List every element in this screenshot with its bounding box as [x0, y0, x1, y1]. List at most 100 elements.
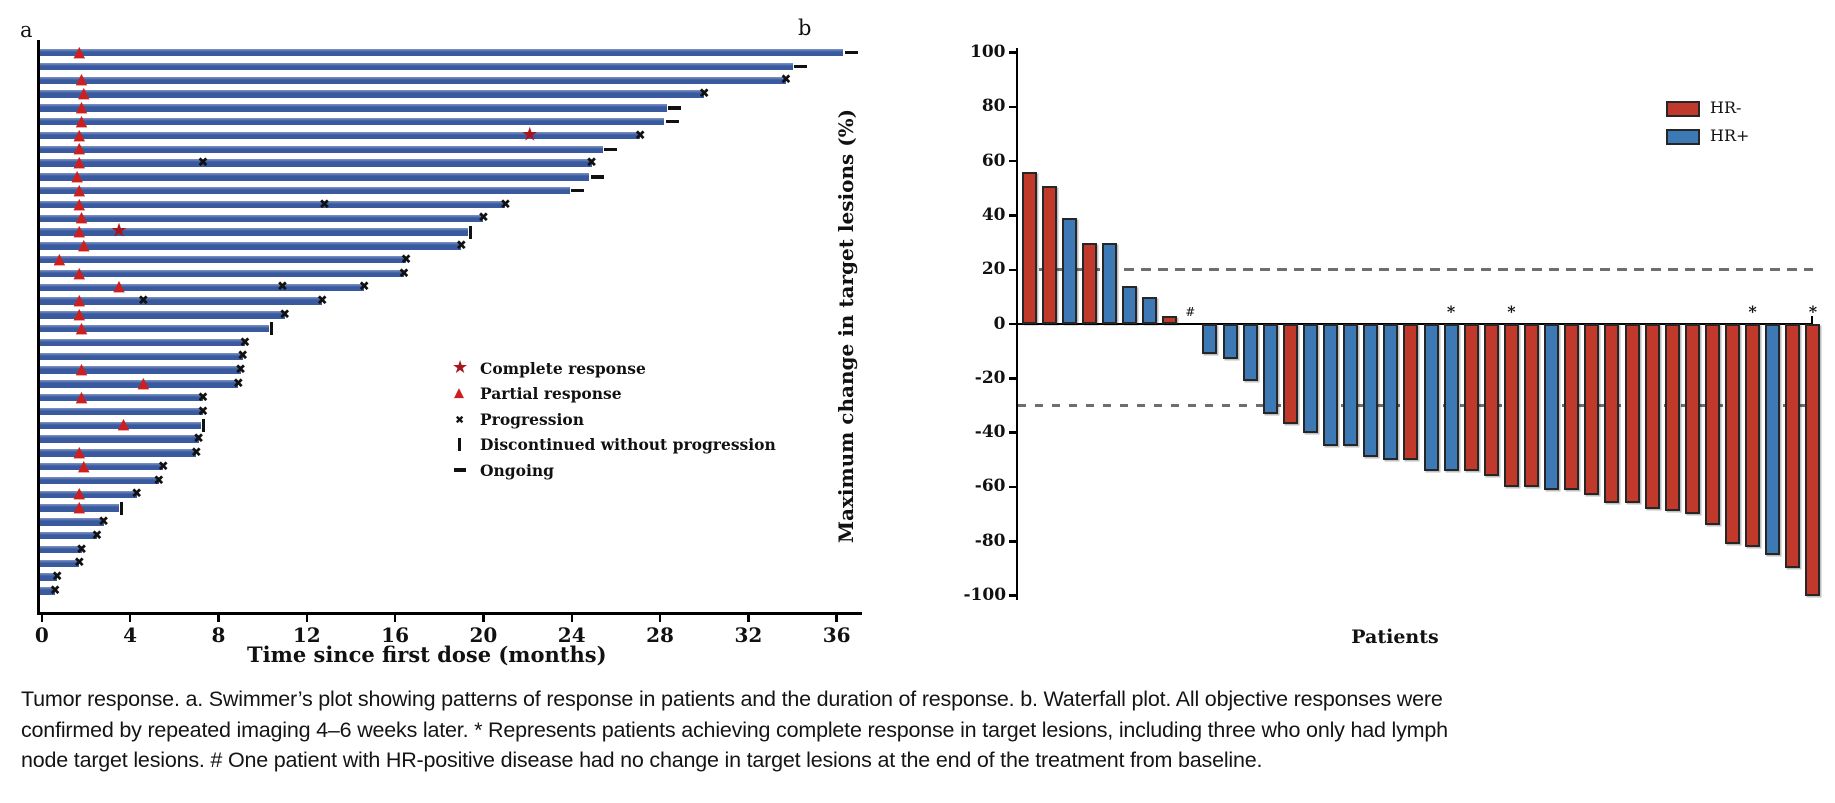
swimmer-bar [40, 435, 199, 443]
progression-x-icon: ✖ [197, 390, 209, 406]
waterfall-legend-item: HR+ [1666, 126, 1786, 147]
waterfall-baseline [1015, 322, 1813, 326]
swimmer-x-tick [128, 614, 132, 622]
partial-response-triangle-icon: ▲ [73, 304, 86, 323]
waterfall-y-tick [1008, 431, 1016, 434]
swimmer-bar [40, 352, 243, 361]
swimmer-bar [40, 104, 667, 112]
progression-x-icon: ✖ [190, 445, 202, 461]
progression-x-icon: ✖ [358, 279, 370, 295]
discontinued-bar-icon [468, 225, 473, 239]
ongoing-dash-icon [590, 175, 604, 179]
waterfall-bar [1041, 185, 1057, 324]
waterfall-bar [1664, 324, 1680, 512]
partial-response-triangle-icon: ▲ [71, 166, 83, 185]
swimmer-bar [40, 214, 484, 223]
legend-swatch-hr-negative [1666, 101, 1700, 117]
no-change-hash: # [1185, 305, 1196, 319]
panel-a-label: a [20, 18, 33, 42]
swimmer-x-axis-title: Time since first dose (months) [247, 642, 607, 667]
partial-response-triangle-icon: ▲ [113, 276, 125, 295]
panel-b-label: b [798, 16, 812, 40]
swimmer-bar [40, 48, 844, 57]
progression-x-icon: ✖ [51, 569, 63, 585]
complete-response-star-icon: ★ [521, 123, 539, 146]
complete-response-asterisk: * [1808, 302, 1818, 321]
swimmer-bar [40, 449, 197, 457]
waterfall-bar [1061, 218, 1077, 324]
ongoing-dash-icon [571, 188, 584, 193]
waterfall-bar [1202, 324, 1218, 354]
swimmer-legend-item: ▲ Partial response [452, 383, 752, 405]
swimmer-x-tick [217, 614, 220, 622]
partial-response-triangle-icon: ▲ [75, 97, 88, 116]
partial-response-triangle-icon: ▲ [53, 249, 66, 268]
waterfall-bar [1503, 324, 1519, 487]
progression-x-icon: ✖ [698, 86, 710, 102]
waterfall-y-tick [1008, 322, 1016, 326]
progression-x-icon: ✖ [131, 486, 143, 502]
waterfall-legend-item: HR- [1666, 98, 1786, 119]
swimmer-x-axis [37, 612, 862, 615]
waterfall-bar [1725, 324, 1740, 544]
waterfall-y-tick [1008, 485, 1016, 489]
complete-response-star-icon: ★ [452, 357, 469, 379]
swimmer-x-tick [835, 614, 838, 622]
swimmer-legend-label: Complete response [480, 359, 646, 378]
ongoing-dash-icon [844, 50, 858, 55]
swimmer-legend-label: Partial response [480, 384, 622, 404]
swimmer-x-tick-label: 12 [292, 623, 321, 647]
complete-response-asterisk: * [1446, 302, 1456, 321]
swimmer-legend-item: ✖ Progression [452, 409, 752, 431]
waterfall-bar [1524, 324, 1539, 487]
reference-line-plus20 [1021, 268, 1813, 272]
waterfall-y-tick-label: -20 [974, 367, 1006, 388]
partial-response-triangle-icon: ▲ [137, 373, 150, 392]
swimmer-bar [40, 90, 705, 98]
progression-x-icon: ✖ [239, 335, 251, 350]
progression-x-icon: ✖ [197, 155, 209, 171]
swimmer-bar [40, 311, 285, 319]
swimmer-bar [40, 242, 462, 250]
swimmer-bar [40, 269, 404, 278]
swimmer-bar [40, 283, 365, 292]
waterfall-plot: 100 80 60 40 20 0 -20 -40 -60 -80 -100 # * * * * [964, 42, 1821, 605]
swimmer-bar [40, 462, 164, 471]
swimmer-bar [40, 117, 665, 126]
waterfall-y-tick-label: -80 [974, 530, 1006, 551]
waterfall-legend-label: HR+ [1710, 126, 1750, 145]
waterfall-bar [1021, 171, 1037, 324]
progression-x-icon: ✖ [237, 348, 249, 364]
progression-x-icon: ✖ [398, 266, 410, 281]
progression-x-icon: ✖ [477, 210, 489, 226]
waterfall-bar [1785, 324, 1801, 569]
waterfall-bar [1383, 324, 1399, 460]
swimmer-bar [40, 476, 159, 485]
partial-response-triangle-icon: ▲ [73, 442, 86, 461]
progression-x-icon: ✖ [157, 459, 169, 475]
swimmer-y-axis [37, 40, 40, 614]
waterfall-y-tick-label: 100 [970, 42, 1006, 62]
partial-response-triangle-icon: ▲ [77, 456, 90, 475]
waterfall-y-tick [1008, 159, 1016, 163]
waterfall-y-axis-title: Maximum change in target lesions (%) [834, 108, 858, 544]
waterfall-y-tick [1008, 594, 1016, 597]
progression-x-icon: ✖ [137, 293, 149, 309]
discontinued-bar-icon [120, 501, 124, 515]
swimmer-x-tick-label: 0 [34, 623, 49, 647]
swimmer-bar [40, 421, 201, 430]
progression-x-icon: ✖ [634, 128, 646, 143]
complete-response-asterisk: * [1748, 302, 1757, 321]
waterfall-bar [1403, 324, 1419, 460]
waterfall-y-tick-label: -60 [974, 476, 1006, 497]
swimmer-bar [40, 255, 407, 264]
swimmer-bar [40, 573, 58, 581]
partial-response-triangle-icon: ▲ [73, 194, 86, 213]
swimmer-bar [40, 131, 641, 140]
partial-response-triangle-icon: ▲ [73, 180, 86, 199]
waterfall-y-tick [1008, 540, 1016, 543]
waterfall-y-tick-label: 20 [981, 259, 1006, 280]
progression-x-icon: ✖ [500, 197, 511, 212]
waterfall-bar [1423, 324, 1439, 471]
swimmer-x-tick [570, 614, 574, 622]
